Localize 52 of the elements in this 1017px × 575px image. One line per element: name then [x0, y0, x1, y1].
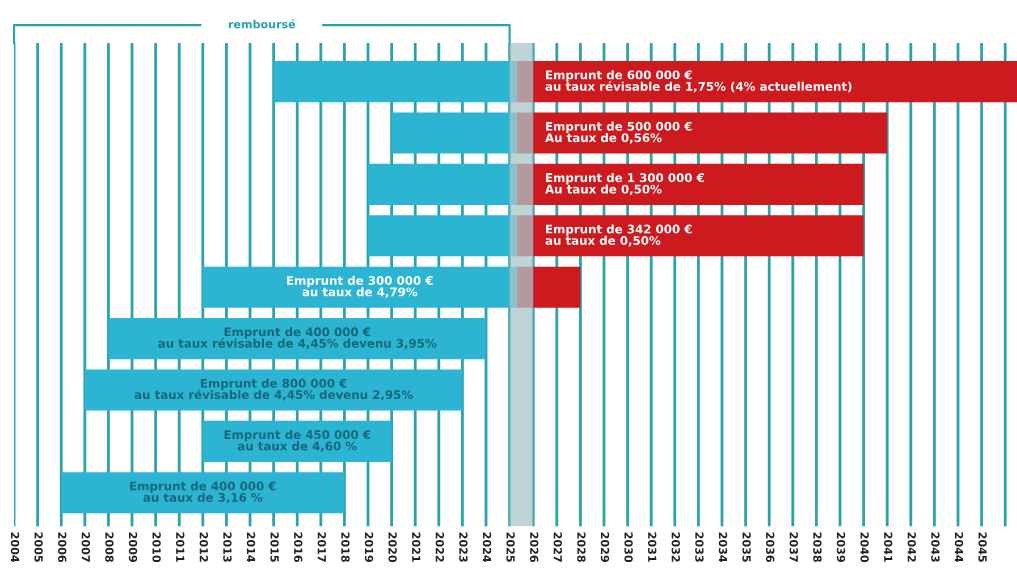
x-tick-label: 2032: [671, 532, 680, 562]
x-tick-label: 2024: [482, 532, 492, 563]
x-tick-label: 2036: [765, 532, 775, 563]
x-tick-label: 2035: [742, 532, 751, 562]
y-tick-label: Emprunt de 800 000 € au taux révisable de 4,45% devenu 2,95%: [134, 378, 413, 401]
y-tick-label: Emprunt de 300 000 € au taux de 4,79%: [287, 275, 433, 298]
x-tick-label: 2037: [789, 532, 798, 562]
x-tick-label: 2045: [978, 532, 987, 562]
x-tick-label: 2021: [412, 532, 421, 562]
x-tick-label: 2041: [883, 532, 893, 562]
x-tick-label: 2025: [506, 532, 515, 562]
x-tick-label: 2039: [836, 532, 846, 562]
y-tick-label: Emprunt de 342 000 € au taux de 0,50%: [545, 224, 692, 247]
x-tick-label: 2030: [624, 532, 633, 563]
x-tick-label: 2016: [294, 532, 303, 563]
x-tick-label: 2044: [954, 532, 964, 563]
x-tick-label: 2018: [341, 532, 350, 562]
x-tick-label: 2010: [152, 532, 161, 563]
x-tick-label: 2043: [931, 532, 940, 562]
y-tick-label: Emprunt de 400 000 € au taux de 3,16 %: [130, 481, 276, 504]
x-tick-label: 2029: [600, 532, 610, 562]
x-tick-label: 2008: [105, 532, 114, 562]
x-tick-label: 2015: [270, 532, 279, 562]
x-tick-label: 2031: [647, 532, 657, 562]
x-tick-label: 2040: [860, 532, 869, 563]
x-tick-label: 2042: [907, 532, 916, 562]
x-tick-label: 2022: [435, 532, 444, 562]
x-tick-label: 2034: [718, 532, 728, 563]
x-tick-label: 2038: [813, 532, 822, 562]
y-tick-label: Emprunt de 600 000 € au taux révisable de 1,75% (4% actuellement): [545, 70, 852, 93]
x-tick-label: 2009: [128, 532, 138, 562]
x-tick-label: 2013: [223, 532, 232, 562]
x-tick-label: 2020: [388, 532, 397, 563]
x-tick-label: 2019: [364, 532, 374, 562]
x-tick-label: 2004: [10, 532, 20, 563]
y-tick-label: Emprunt de 450 000 € au taux de 4,60 %: [224, 429, 371, 452]
x-tick-label: 2007: [81, 532, 91, 562]
text: remboursé: [228, 19, 296, 29]
x-tick-label: 2011: [176, 532, 185, 562]
x-tick-label: 2006: [58, 532, 67, 563]
y-tick-label: Emprunt de 500 000 € Au taux de 0,56%: [545, 121, 692, 144]
x-tick-label: 2027: [553, 532, 562, 562]
y-tick-label: Emprunt de 400 000 € au taux révisable de 4,45% devenu 3,95%: [158, 327, 437, 350]
x-tick-label: 2026: [529, 532, 539, 563]
x-tick-label: 2014: [246, 532, 256, 563]
x-tick-label: 2017: [317, 532, 326, 562]
x-tick-label: 2005: [34, 532, 43, 562]
y-tick-label: Emprunt de 1 300 000 € Au taux de 0,50%: [545, 173, 705, 196]
x-tick-label: 2012: [199, 532, 209, 562]
x-tick-label: 2033: [695, 532, 704, 562]
x-tick-label: 2028: [577, 532, 586, 562]
x-tick-label: 2023: [459, 532, 468, 562]
